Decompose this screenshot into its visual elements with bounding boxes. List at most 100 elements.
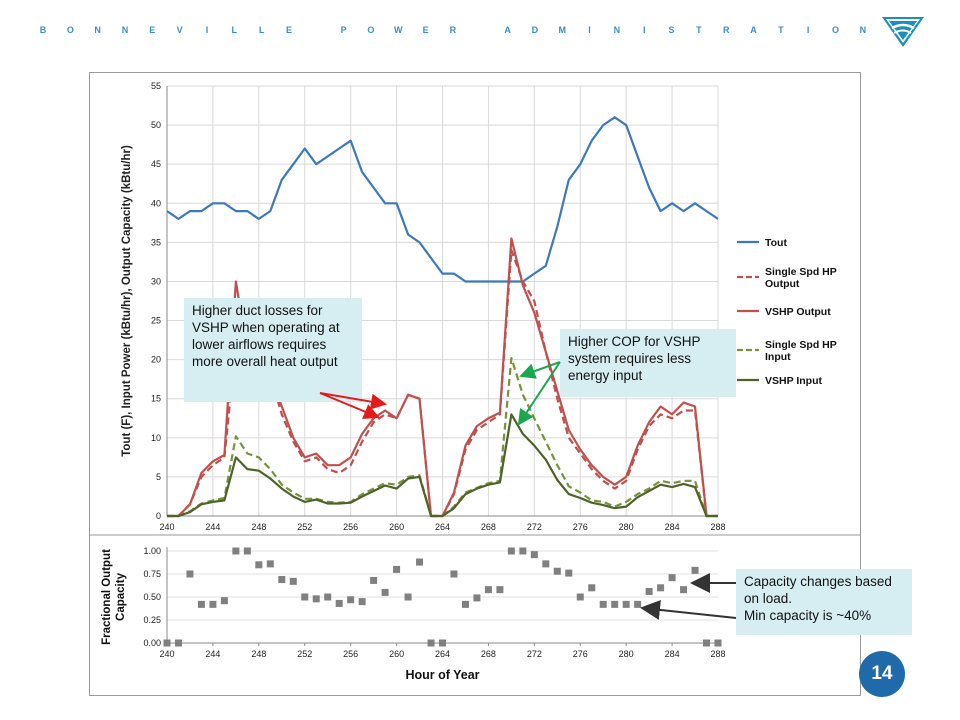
- x-tick-label: 272: [527, 649, 542, 659]
- legend-label-line: VSHP Input: [765, 375, 822, 387]
- y-tick-label: 50: [151, 120, 161, 130]
- x-tick-label: 260: [389, 522, 404, 532]
- scatter-point: [289, 577, 297, 585]
- scatter-point: [576, 593, 584, 601]
- scatter-point: [473, 594, 481, 602]
- callout-capacity: Capacity changes based on load. Min capa…: [736, 569, 912, 635]
- scatter-point: [209, 600, 217, 608]
- x-tick-label: 272: [527, 522, 542, 532]
- scatter-point: [174, 639, 182, 647]
- org-name-letter: I: [806, 25, 810, 35]
- x-tick-label: 280: [619, 649, 634, 659]
- scatter-point: [680, 586, 688, 594]
- scatter-point: [220, 597, 228, 605]
- y-tick-label: 40: [151, 198, 161, 208]
- x-tick-label: 260: [389, 649, 404, 659]
- scatter-point: [542, 560, 550, 568]
- org-name-letter: L: [258, 25, 265, 35]
- x-tick-label: 244: [205, 649, 220, 659]
- y-tick-label: 1.00: [143, 546, 161, 556]
- y-tick-label: 0.50: [143, 592, 161, 602]
- org-name-letter: V: [176, 25, 183, 35]
- org-name-letter: R: [722, 25, 730, 35]
- scatter-point: [347, 596, 355, 604]
- scatter-point: [714, 639, 722, 647]
- series-line-0: [166, 116, 719, 283]
- legend-label-0: Tout: [765, 237, 787, 249]
- scatter-point: [507, 547, 515, 555]
- legend-label-line: Single Spd HP: [765, 266, 837, 278]
- scatter-point: [255, 561, 263, 569]
- page-number-badge: 14: [859, 651, 905, 697]
- y-axis-title-line: Fractional Output: [101, 549, 113, 645]
- legend-label-line: Single Spd HP: [765, 339, 837, 351]
- x-tick-label: 288: [710, 649, 725, 659]
- y-tick-label: 0.75: [143, 569, 161, 579]
- org-name-letter: [475, 25, 485, 35]
- scatter-point: [301, 593, 309, 601]
- scatter-point: [197, 600, 205, 608]
- org-name-letter: B: [39, 25, 47, 35]
- scatter-point: [278, 576, 286, 584]
- x-tick-label: 256: [343, 522, 358, 532]
- y-tick-label: 20: [151, 355, 161, 365]
- org-name-letter: E: [285, 25, 292, 35]
- x-tick-label: 268: [481, 649, 496, 659]
- scatter-point: [611, 600, 619, 608]
- x-tick-label: 256: [343, 649, 358, 659]
- org-name-letter: N: [94, 25, 101, 35]
- org-name-letter: A: [750, 25, 757, 35]
- scatter-point: [703, 639, 711, 647]
- scatter-point: [232, 547, 240, 555]
- scatter-point: [416, 558, 424, 566]
- legend-label-line: Output: [765, 278, 800, 290]
- org-name-letter: W: [394, 25, 403, 35]
- scatter-point: [565, 569, 573, 577]
- scatter-point: [370, 576, 378, 584]
- legend-label-line: Input: [765, 351, 791, 363]
- org-name-letter: A: [504, 25, 511, 35]
- x-tick-label: 248: [251, 649, 266, 659]
- x-tick-label: 288: [710, 522, 725, 532]
- org-name-letter: L: [231, 25, 238, 35]
- callout-cop: Higher COP for VSHP system requires less…: [560, 329, 736, 397]
- org-name-letter: T: [696, 25, 702, 35]
- x-tick-label: 284: [665, 522, 680, 532]
- scatter-point: [484, 586, 492, 594]
- scatter-point: [427, 639, 435, 647]
- org-name-letter: P: [340, 25, 347, 35]
- x-tick-label: 248: [251, 522, 266, 532]
- x-tick-label: 284: [665, 649, 680, 659]
- callout-duct-losses: Higher duct losses for VSHP when operati…: [184, 298, 362, 402]
- scatter-point: [312, 595, 320, 603]
- scatter-point: [634, 600, 642, 608]
- series-line-4: [167, 413, 718, 518]
- scatter-point: [335, 599, 343, 607]
- y-axis-title: Tout (F), Input Power (kBtu/hr), Output …: [121, 145, 133, 457]
- scatter-point: [668, 574, 676, 582]
- legend-label-3: Single Spd HP Input: [765, 339, 837, 363]
- legend-label-line: VSHP Output: [765, 306, 831, 318]
- scatter-point: [324, 593, 332, 601]
- legend-label-2: VSHP Output: [765, 306, 831, 318]
- scatter-point: [519, 547, 527, 555]
- scatter-point: [530, 551, 538, 559]
- x-tick-label: 240: [159, 522, 174, 532]
- y-tick-label: 0: [156, 511, 161, 521]
- scatter-point: [404, 593, 412, 601]
- org-name-letter: S: [668, 25, 675, 35]
- org-name-letter: N: [613, 25, 621, 35]
- x-axis-title: Hour of Year: [405, 668, 479, 682]
- org-name-letter: I: [205, 25, 209, 35]
- y-tick-label: 55: [151, 81, 161, 91]
- org-name-letter: I: [642, 25, 646, 35]
- bpa-triangle-logo-icon: [882, 17, 924, 47]
- scatter-point: [599, 600, 607, 608]
- x-tick-label: 252: [297, 649, 312, 659]
- scatter-point: [645, 587, 653, 595]
- y-axis-title-bottom: Fractional Output Capacity: [101, 549, 127, 645]
- org-name-letter: O: [66, 25, 74, 35]
- scatter-point: [622, 600, 630, 608]
